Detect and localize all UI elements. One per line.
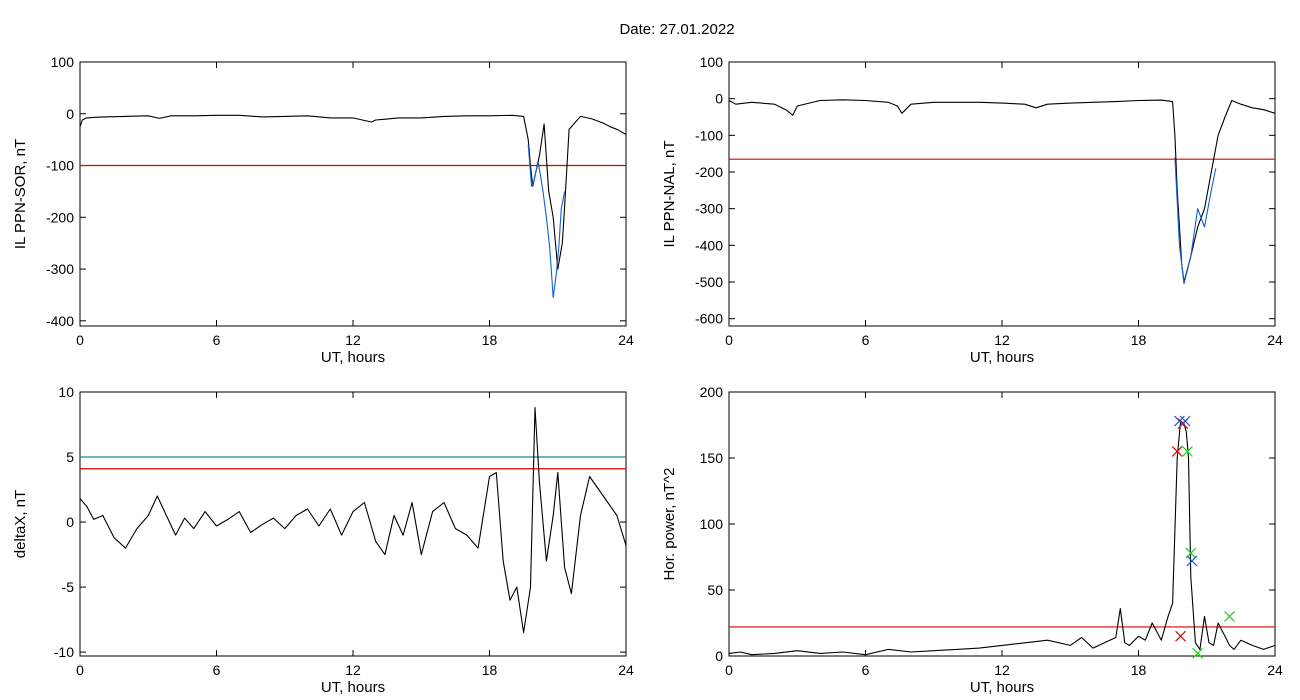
y-tick-label: 0 bbox=[66, 514, 74, 530]
x-tick-label: 12 bbox=[994, 662, 1010, 678]
y-tick-label: -200 bbox=[695, 164, 723, 180]
peak-marker bbox=[1186, 555, 1198, 567]
x-tick-label: 18 bbox=[1131, 332, 1147, 348]
series-line-2 bbox=[527, 144, 566, 299]
peak-marker bbox=[1175, 630, 1187, 642]
y-tick-label: 200 bbox=[700, 384, 724, 400]
chart-panel-2: 0 6 12 18 24 100 0 -100 -200 -300 -400 -500 -600 UT, … bbox=[661, 54, 1283, 366]
x-tick-label: 0 bbox=[76, 662, 84, 678]
x-tick-label: 12 bbox=[994, 332, 1010, 348]
y-tick-label: -400 bbox=[695, 237, 723, 253]
peak-marker bbox=[1192, 647, 1204, 659]
y-tick-label: -600 bbox=[695, 311, 723, 327]
y-tick-label: -200 bbox=[46, 209, 74, 225]
x-tick-label: 0 bbox=[76, 332, 84, 348]
series-line-1 bbox=[79, 114, 627, 270]
x-axis-label: UT, hours bbox=[321, 349, 385, 366]
x-tick-label: 0 bbox=[725, 662, 733, 678]
plot-frame bbox=[79, 61, 627, 327]
x-tick-label: 18 bbox=[1131, 662, 1147, 678]
y-tick-label: 150 bbox=[700, 450, 724, 466]
series-line-2 bbox=[1174, 157, 1217, 285]
x-axis-label: UT, hours bbox=[970, 679, 1034, 696]
y-tick-label: 0 bbox=[715, 91, 723, 107]
y-tick-label: 5 bbox=[66, 449, 74, 465]
peak-marker bbox=[1171, 445, 1183, 457]
x-tick-label: 18 bbox=[482, 662, 498, 678]
y-tick-label: 100 bbox=[51, 54, 75, 70]
y-tick-label: 50 bbox=[707, 582, 723, 598]
plot-frame bbox=[79, 391, 627, 657]
peak-marker bbox=[1181, 445, 1193, 457]
peak-marker bbox=[1224, 610, 1235, 622]
x-tick-label: 6 bbox=[213, 662, 221, 678]
chart-panel-3: 0 6 12 18 24 10 5 0 -5 -10 UT, hours deltaX, nT bbox=[12, 384, 634, 696]
y-axis-label: deltaX, nT bbox=[12, 490, 29, 558]
x-axis-label: UT, hours bbox=[970, 349, 1034, 366]
x-tick-label: 6 bbox=[862, 332, 870, 348]
y-tick-label: -10 bbox=[54, 644, 74, 660]
x-tick-label: 0 bbox=[725, 332, 733, 348]
series-line-1 bbox=[728, 99, 1276, 283]
chart-date-title: Date: 27.01.2022 bbox=[619, 21, 734, 38]
y-axis-label: Hor. power, nT^2 bbox=[661, 468, 678, 581]
x-tick-label: 6 bbox=[213, 332, 221, 348]
y-tick-label: 0 bbox=[715, 648, 723, 664]
series-line-1 bbox=[79, 407, 627, 634]
x-tick-label: 24 bbox=[618, 332, 634, 348]
y-axis-label: IL PPN-NAL, nT bbox=[661, 141, 678, 248]
x-tick-label: 24 bbox=[618, 662, 634, 678]
y-tick-label: 100 bbox=[700, 516, 724, 532]
y-tick-label: -500 bbox=[695, 274, 723, 290]
y-tick-label: 100 bbox=[700, 54, 724, 70]
y-axis-label: IL PPN-SOR, nT bbox=[12, 139, 29, 249]
x-tick-label: 12 bbox=[345, 662, 361, 678]
x-axis-label: UT, hours bbox=[321, 679, 385, 696]
y-tick-label: 10 bbox=[58, 384, 74, 400]
y-tick-label: -300 bbox=[46, 261, 74, 277]
x-tick-label: 6 bbox=[862, 662, 870, 678]
chart-panel-1: 0 6 12 18 24 100 0 -100 -200 -300 -400 UT, hours IL … bbox=[12, 54, 634, 366]
x-tick-label: 12 bbox=[345, 332, 361, 348]
plot-frame bbox=[728, 61, 1276, 327]
x-tick-label: 24 bbox=[1267, 662, 1283, 678]
y-tick-label: -5 bbox=[62, 579, 75, 595]
y-tick-label: -300 bbox=[695, 201, 723, 217]
y-tick-label: -100 bbox=[695, 127, 723, 143]
x-tick-label: 18 bbox=[482, 332, 498, 348]
y-tick-label: 0 bbox=[66, 106, 74, 122]
chart-panel-4: 0 6 12 18 24 0 50 100 150 200 UT, hours Hor. power,… bbox=[661, 384, 1283, 696]
series-line-1 bbox=[728, 420, 1276, 656]
y-tick-label: -100 bbox=[46, 158, 74, 174]
y-tick-label: -400 bbox=[46, 313, 74, 329]
x-tick-label: 24 bbox=[1267, 332, 1283, 348]
peak-marker bbox=[1179, 415, 1191, 427]
